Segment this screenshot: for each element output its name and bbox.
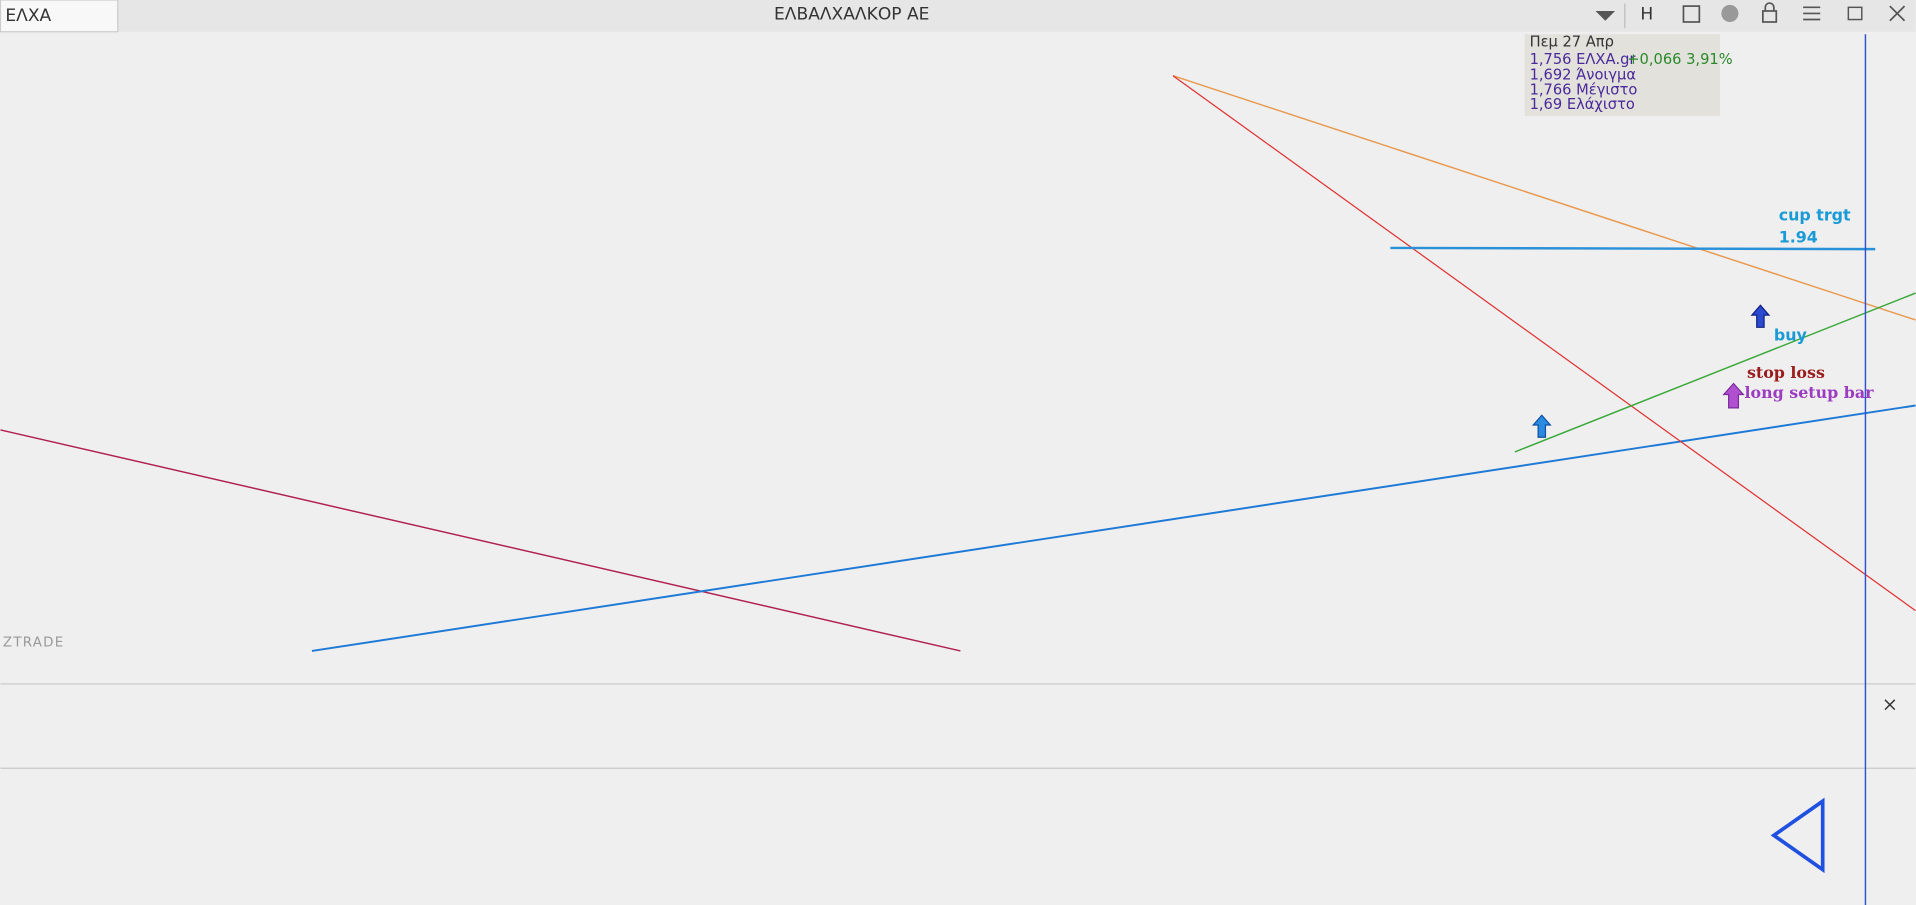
buy-arrow bbox=[1750, 304, 1771, 328]
window-icon[interactable] bbox=[1682, 5, 1701, 23]
info-box bbox=[1524, 34, 1721, 117]
volume-arrow bbox=[1770, 797, 1825, 874]
dropdown[interactable] bbox=[1595, 10, 1616, 21]
symbol-tab[interactable] bbox=[0, 0, 119, 33]
annotation: 1.94 bbox=[1779, 228, 1818, 247]
trendline bbox=[311, 404, 1916, 652]
mode-button[interactable]: H bbox=[1640, 5, 1653, 25]
info-open: 1,692 Άνοιγμα bbox=[1530, 67, 1636, 84]
annotation: long setup bar bbox=[1745, 383, 1875, 402]
quote-icon[interactable] bbox=[1721, 4, 1739, 22]
close-panel[interactable] bbox=[1884, 699, 1896, 711]
trendline bbox=[1514, 292, 1916, 453]
lock-icon[interactable] bbox=[1761, 10, 1778, 23]
lock-shackle bbox=[1764, 2, 1775, 11]
info-last: 1,756 ΕΛΧΑ.gr bbox=[1530, 51, 1637, 68]
trendlines bbox=[0, 75, 1916, 652]
symbol: ΕΛΧΑ bbox=[5, 6, 51, 26]
restore-icon[interactable] bbox=[1847, 6, 1863, 21]
info-high: 1,766 Μέγιστο bbox=[1530, 81, 1638, 98]
menu-icon[interactable] bbox=[1803, 6, 1821, 21]
header-bar bbox=[0, 0, 1916, 32]
info-date: Πεμ 27 Απρ bbox=[1530, 34, 1614, 51]
setup-arrow bbox=[1722, 382, 1745, 409]
watermark: ZTRADE bbox=[3, 635, 65, 650]
info-change: +0,066 3,91% bbox=[1627, 51, 1732, 68]
instrument-title: ΕΛΒΑΛΧΑΛΚΟΡ ΑΕ bbox=[774, 5, 929, 25]
close-icon[interactable] bbox=[1889, 5, 1906, 22]
info-low: 1,69 Ελάχιστο bbox=[1530, 96, 1635, 113]
annotation: cup trgt bbox=[1779, 206, 1851, 225]
buy-arrow bbox=[1531, 414, 1552, 438]
trendline bbox=[1172, 75, 1916, 321]
annotation: stop loss bbox=[1747, 363, 1825, 382]
resistance-line bbox=[1390, 246, 1876, 251]
trendline bbox=[1172, 75, 1916, 612]
trendline bbox=[0, 429, 961, 652]
annotation: buy bbox=[1774, 325, 1808, 344]
